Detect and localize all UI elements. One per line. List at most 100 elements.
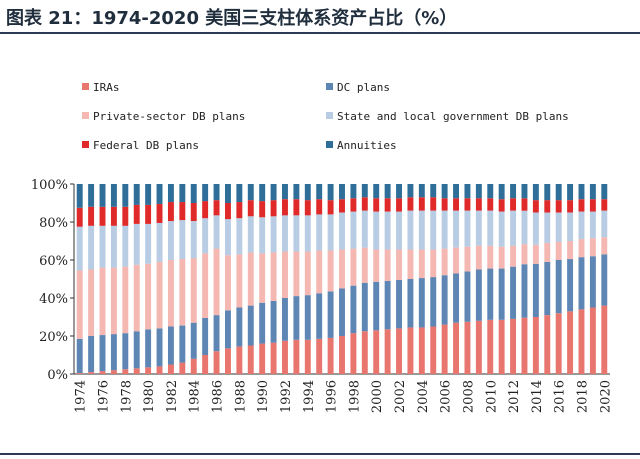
bar-2012 — [510, 184, 517, 374]
bar-segment-federal-db-plans-1997 — [339, 199, 345, 213]
bar-segment-state-and-local-government-db-plans-2016 — [555, 212, 562, 242]
legend-swatch-federal-db-plans — [82, 141, 89, 148]
x-tick-label: 2006 — [439, 380, 454, 413]
bar-segment-annuities-1989 — [247, 184, 254, 201]
bar-segment-annuities-1985 — [202, 184, 209, 202]
bar-segment-state-and-local-government-db-plans-1979 — [133, 223, 140, 265]
bar-segment-iras-1987 — [224, 348, 231, 374]
bar-segment-private-sector-db-plans-2005 — [430, 249, 437, 278]
bar-segment-annuities-2003 — [407, 184, 414, 198]
bar-segment-dc-plans-1998 — [350, 285, 357, 334]
x-tick-label: 1990 — [256, 380, 271, 413]
bar-2002 — [396, 184, 402, 374]
title-divider — [0, 32, 640, 34]
x-tick-label: 1998 — [347, 380, 362, 413]
bar-segment-dc-plans-1985 — [202, 317, 209, 355]
bar-segment-iras-2011 — [498, 319, 505, 374]
bar-segment-federal-db-plans-1975 — [88, 206, 95, 226]
bar-segment-state-and-local-government-db-plans-1980 — [145, 223, 152, 264]
bar-segment-private-sector-db-plans-2014 — [532, 244, 539, 264]
bar-1986 — [213, 184, 220, 374]
bar-segment-private-sector-db-plans-1986 — [213, 248, 220, 316]
bar-segment-iras-1975 — [88, 372, 95, 374]
bar-segment-dc-plans-2010 — [487, 268, 494, 320]
bar-segment-iras-1985 — [202, 355, 209, 374]
bar-segment-annuities-2012 — [510, 184, 517, 199]
bar-segment-dc-plans-1996 — [327, 291, 334, 338]
bar-segment-private-sector-db-plans-2001 — [384, 249, 391, 281]
bar-2014 — [532, 184, 539, 374]
bar-segment-state-and-local-government-db-plans-1991 — [270, 216, 277, 253]
bar-segment-federal-db-plans-1983 — [179, 202, 186, 221]
bar-segment-annuities-2001 — [384, 184, 391, 199]
bar-segment-dc-plans-2003 — [407, 279, 414, 328]
bar-segment-annuities-2014 — [532, 184, 539, 201]
x-tick-label: 2020 — [598, 380, 613, 413]
bar-segment-state-and-local-government-db-plans-2019 — [589, 211, 596, 239]
bar-segment-annuities-2010 — [487, 184, 494, 199]
bars — [76, 184, 608, 374]
bar-segment-annuities-1974 — [76, 184, 83, 208]
chart-title: 图表 21：1974-2020 美国三支柱体系资产占比（%） — [6, 8, 458, 29]
x-tick-label: 1976 — [97, 380, 112, 413]
bar-segment-annuities-2011 — [498, 184, 505, 200]
legend-swatch-dc-plans — [326, 83, 333, 90]
bar-segment-private-sector-db-plans-1987 — [224, 255, 231, 311]
bar-segment-private-sector-db-plans-2017 — [567, 241, 574, 260]
bar-segment-federal-db-plans-1989 — [247, 200, 254, 217]
x-tick-label: 1992 — [279, 380, 294, 413]
bar-segment-dc-plans-2019 — [589, 256, 596, 308]
bar-segment-dc-plans-1984 — [190, 322, 197, 359]
bar-segment-federal-db-plans-1992 — [282, 199, 288, 216]
legend-item-dc-plans: DC plans — [326, 81, 390, 94]
x-tick-label: 2002 — [393, 380, 408, 413]
bar-segment-federal-db-plans-2017 — [567, 200, 574, 213]
bar-segment-state-and-local-government-db-plans-1978 — [122, 225, 129, 267]
x-tick-label: 2018 — [575, 380, 590, 413]
bar-segment-iras-1982 — [167, 364, 174, 374]
bar-segment-annuities-1999 — [361, 184, 368, 198]
legend: IRAs DC plans Private-sector DB plans State… — [82, 81, 569, 152]
bar-segment-federal-db-plans-2010 — [487, 198, 494, 211]
bar-2008 — [464, 184, 471, 374]
legend-swatch-iras — [82, 83, 89, 90]
bar-segment-state-and-local-government-db-plans-1988 — [236, 218, 243, 255]
bar-segment-iras-1980 — [145, 367, 152, 374]
x-tick-label: 1980 — [142, 380, 157, 413]
bar-segment-federal-db-plans-1991 — [270, 200, 277, 217]
bar-segment-annuities-1991 — [270, 184, 277, 201]
bar-segment-federal-db-plans-1985 — [202, 201, 209, 219]
bar-segment-state-and-local-government-db-plans-2002 — [396, 211, 402, 250]
legend-swatch-private-sector-db-plans — [82, 112, 89, 119]
bar-segment-private-sector-db-plans-2012 — [510, 245, 517, 267]
bar-segment-private-sector-db-plans-1982 — [167, 260, 174, 327]
bar-segment-iras-1990 — [259, 343, 266, 374]
bar-segment-federal-db-plans-2009 — [475, 198, 482, 211]
bar-segment-dc-plans-1988 — [236, 307, 243, 347]
x-tick-label: 1986 — [211, 380, 226, 413]
bar-segment-dc-plans-1986 — [213, 315, 220, 352]
bar-segment-dc-plans-1978 — [122, 333, 129, 370]
x-tick-label: 2008 — [461, 380, 476, 413]
bar-segment-state-and-local-government-db-plans-1982 — [167, 221, 174, 260]
bar-segment-state-and-local-government-db-plans-1985 — [202, 218, 209, 254]
bar-segment-annuities-1986 — [213, 184, 220, 201]
bar-segment-state-and-local-government-db-plans-1992 — [282, 215, 288, 252]
bar-segment-dc-plans-1974 — [76, 338, 83, 374]
x-tick-label: 2004 — [416, 380, 431, 413]
bar-segment-state-and-local-government-db-plans-1989 — [247, 216, 254, 253]
bar-segment-dc-plans-2011 — [498, 268, 505, 320]
bar-segment-state-and-local-government-db-plans-1984 — [190, 221, 197, 259]
bar-segment-dc-plans-2006 — [441, 275, 448, 325]
bar-segment-private-sector-db-plans-2002 — [396, 249, 402, 280]
bar-segment-state-and-local-government-db-plans-1994 — [304, 215, 311, 252]
bar-2011 — [498, 184, 505, 374]
bar-segment-state-and-local-government-db-plans-2006 — [441, 210, 448, 249]
bar-segment-federal-db-plans-1987 — [224, 203, 231, 220]
bar-1987 — [224, 184, 231, 374]
bar-segment-private-sector-db-plans-1999 — [361, 247, 368, 283]
y-tick-label: 40% — [39, 292, 68, 307]
bar-segment-federal-db-plans-2019 — [589, 199, 596, 212]
bar-segment-annuities-1983 — [179, 184, 186, 203]
bar-1984 — [190, 184, 197, 374]
